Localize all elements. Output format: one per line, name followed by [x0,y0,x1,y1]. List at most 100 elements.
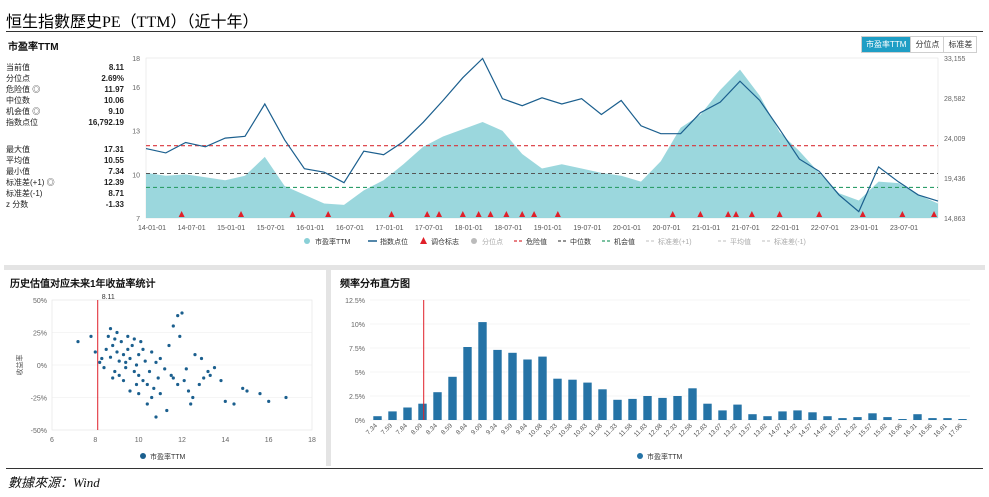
hist-bar [673,396,682,420]
tab-percentile[interactable]: 分位点 [910,37,944,52]
scatter-point [98,360,102,364]
scatter-point [130,343,134,348]
scatter-point [150,350,154,354]
hist-bar [688,388,697,420]
stat-label[interactable]: 机会值 ◎ [6,107,41,116]
hist-bar [853,417,862,420]
x-tick: 18-07-01 [494,225,522,232]
scatter-point [108,355,113,359]
index-line-series [145,57,939,213]
x-tick: 16-01-01 [296,225,324,232]
hist-bar [733,404,742,420]
legend-label[interactable]: 市盈率TTM [150,452,186,461]
hist-bar [883,417,892,420]
y-right-tick: 28,582 [944,96,966,103]
scatter-point [258,392,262,396]
hist-x-tick: 13.57 [737,422,754,439]
x-tick: 19-01-01 [534,225,562,232]
stat-value: 17.31 [103,145,124,154]
legend-label[interactable]: 市盈率TTM [315,237,351,246]
signal-marker [931,211,938,217]
x-tick: 20-01-01 [613,225,641,232]
legend-label[interactable]: 机会值 [614,237,635,246]
histogram-chart: 12.5% 10% 7.5% 5% 2.5% 0%7.34 7.59 7.84 8.09 8.34… [345,298,970,461]
hist-x-tick: 13.32 [722,422,739,439]
hist-y-tick: 5% [355,370,365,377]
legend-label[interactable]: 标准差(-1) [774,237,806,246]
x-tick: 22-07-01 [811,225,839,232]
legend-label[interactable]: 中位数 [570,237,591,246]
signal-marker [733,211,740,217]
legend-label[interactable]: 市盈率TTM [647,452,683,461]
page-title: 恒生指數歷史PE（TTM）（近十年） [6,14,259,31]
signal-marker [289,211,296,217]
legend-label[interactable]: 指数点位 [380,237,408,246]
stat-value: 16,792.19 [88,118,124,127]
scatter-point [158,356,162,361]
stat-row: 最大值 17.31 [6,144,124,155]
hist-x-tick: 17.06 [947,422,964,439]
scatter-y-tick: 50% [33,298,47,305]
hist-bar [913,414,922,420]
scatter-point [171,376,175,380]
source-note: 數據來源：Wind [8,475,100,490]
scatter-point [191,395,195,400]
scatter-point [76,340,80,344]
hist-x-tick: 16.06 [887,422,904,439]
legend-label[interactable]: 调仓标志 [431,237,459,246]
stat-label[interactable]: 标准差(+1) ◎ [6,178,55,187]
hist-bar [718,410,727,420]
stat-value: 7.34 [108,167,124,176]
legend-label[interactable]: 标准差(+1) [658,237,692,246]
signal-marker [859,211,866,217]
scatter-point [158,392,162,396]
scatter-x-tick: 14 [221,437,229,444]
hist-x-tick: 8.34 [425,422,439,436]
scatter-point [139,340,143,344]
y-right-tick: 19,436 [944,176,966,183]
histogram-panel-title: 频率分布直方图 [340,279,410,290]
scatter-point [182,379,186,383]
legend-label[interactable]: 危险值 [526,237,547,246]
signal-marker [459,211,466,217]
hist-bar [748,414,757,420]
scatter-point [106,334,110,338]
title-rule [6,31,983,32]
scatter-x-tick: 6 [50,437,54,444]
x-tick: 17-07-01 [415,225,443,232]
tab-pe-ttm[interactable]: 市盈率TTM [862,37,911,52]
signal-marker [388,211,395,217]
stat-row: z 分数 -1.33 [6,199,124,210]
scatter-point [206,369,210,374]
legend-label[interactable]: 分位点 [482,237,503,246]
legend-swatch [304,238,310,244]
hist-x-tick: 9.59 [500,422,514,436]
scatter-panel [4,270,331,466]
signal-marker [748,211,755,217]
scatter-point [178,334,182,338]
scatter-point [137,392,141,396]
hist-bar [463,347,472,420]
scatter-point [132,337,136,341]
hist-y-tick: 2.5% [349,394,365,401]
signal-marker [475,211,482,217]
legend-label[interactable]: 平均值 [730,237,751,246]
scatter-point [232,402,236,406]
hist-x-tick: 15.32 [842,422,859,439]
stat-label[interactable]: 危险值 ◎ [6,85,41,94]
signal-marker [531,211,538,217]
tab-std-dev[interactable]: 标准差 [943,37,977,52]
hist-x-tick: 12.33 [662,422,679,439]
stat-value: 12.39 [103,178,124,187]
scatter-point [141,347,145,351]
bottom-rule [6,468,983,469]
hist-bar [373,416,382,420]
signal-marker [816,211,823,217]
hist-bar [613,399,622,420]
hist-x-tick: 11.08 [588,422,604,438]
y-left-tick: 7 [136,216,140,223]
hist-bar [388,411,397,420]
scatter-point [219,379,223,383]
x-tick: 18-01-01 [455,225,483,232]
hist-bar [568,379,577,420]
